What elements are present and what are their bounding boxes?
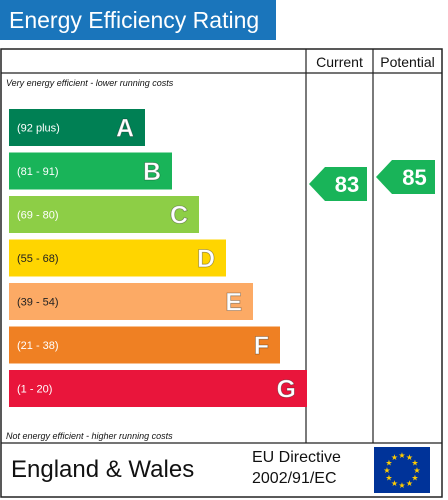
bottom-note: Not energy efficient - higher running co… [6, 431, 173, 441]
band-d-bar [9, 239, 226, 277]
band-f-letter: F [254, 332, 269, 360]
potential-value: 85 [402, 165, 426, 190]
band-c-letter: C [170, 202, 188, 230]
footer-directive: EU Directive 2002/91/EC [252, 447, 341, 489]
band-e-letter: E [225, 289, 242, 317]
title-bar: Energy Efficiency Rating [0, 0, 276, 40]
eu-star-icon: ★ [385, 474, 392, 483]
band-g-bar [9, 370, 307, 407]
band-g: (1 - 20) G [9, 370, 307, 407]
band-d: (55 - 68) D [9, 239, 226, 277]
eu-flag-background [374, 447, 430, 493]
band-d-letter: D [197, 245, 215, 273]
band-g-range: (1 - 20) [17, 384, 52, 396]
band-f-range: (21 - 38) [17, 340, 59, 352]
rating-arrows: 83 85 [309, 160, 435, 201]
eu-star-icon: ★ [383, 466, 390, 475]
current-arrow-shape [309, 167, 367, 201]
eu-flag-icon: ★ ★★★★★★★★★★★ [374, 447, 430, 493]
eu-star-icon: ★ [406, 453, 413, 462]
band-e: (39 - 54) E [9, 283, 253, 320]
band-e-range: (39 - 54) [17, 297, 59, 309]
eu-star-icon: ★ [411, 459, 418, 468]
eu-flag-stars: ★ ★★★★★★★★★★★ [383, 451, 420, 490]
potential-arrow-shape [376, 160, 435, 194]
eu-star-icon: ★ [391, 479, 398, 488]
page-title: Energy Efficiency Rating [9, 7, 260, 33]
eu-star-icon: ★ [406, 479, 413, 488]
eu-star-icon: ★ [411, 474, 418, 483]
directive-line-2: 2002/91/EC [252, 470, 337, 487]
current-arrow: 83 [309, 167, 367, 201]
band-a-range: (92 plus) [17, 123, 60, 135]
band-d-range: (55 - 68) [17, 253, 59, 265]
band-b-bar [9, 152, 172, 190]
band-c: (69 - 80) C [9, 196, 199, 233]
band-c-range: (69 - 80) [17, 210, 59, 222]
potential-header: Potential [380, 54, 434, 70]
band-a-letter: A [116, 115, 134, 143]
band-e-bar [9, 283, 253, 320]
band-c-bar [9, 196, 199, 233]
footer-region: England & Wales [11, 456, 195, 483]
current-value: 83 [335, 172, 359, 197]
potential-arrow: 85 [376, 160, 435, 194]
current-header: Current [316, 54, 363, 70]
chart-frame [0, 48, 443, 498]
band-a: (92 plus) A [9, 109, 145, 146]
directive-line-1: EU Directive [252, 449, 341, 466]
band-b-letter: B [143, 158, 161, 186]
band-b: (81 - 91) B [9, 152, 172, 190]
top-note: Very energy efficient - lower running co… [6, 78, 174, 88]
eu-star-icon: ★ [413, 466, 420, 475]
band-a-bar [9, 109, 145, 146]
band-b-range: (81 - 91) [17, 166, 59, 178]
eu-star-icon: ★ [398, 451, 405, 460]
band-f-bar [9, 326, 280, 364]
rating-bands: (92 plus) A (81 - 91) B (69 - 80) C (55 - 68) D… [9, 109, 307, 407]
eu-star-icon: ★ [398, 481, 405, 490]
band-f: (21 - 38) F [9, 326, 280, 364]
eu-star-icon: ★ [391, 453, 398, 462]
band-g-letter: G [277, 376, 296, 404]
eu-star-icon: ★ [385, 459, 392, 468]
